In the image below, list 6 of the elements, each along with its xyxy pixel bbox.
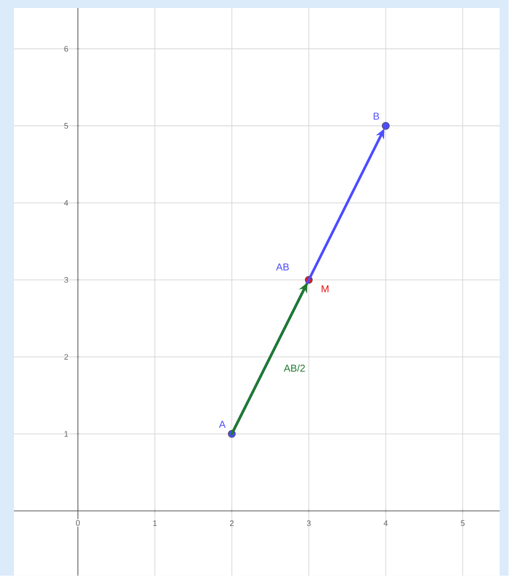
series-label: M bbox=[322, 285, 329, 292]
series-label: B bbox=[374, 112, 380, 120]
annotation: AB bbox=[276, 264, 289, 270]
series-label: A bbox=[219, 420, 226, 428]
annotation: AB/2 bbox=[284, 364, 306, 372]
point bbox=[382, 122, 390, 130]
